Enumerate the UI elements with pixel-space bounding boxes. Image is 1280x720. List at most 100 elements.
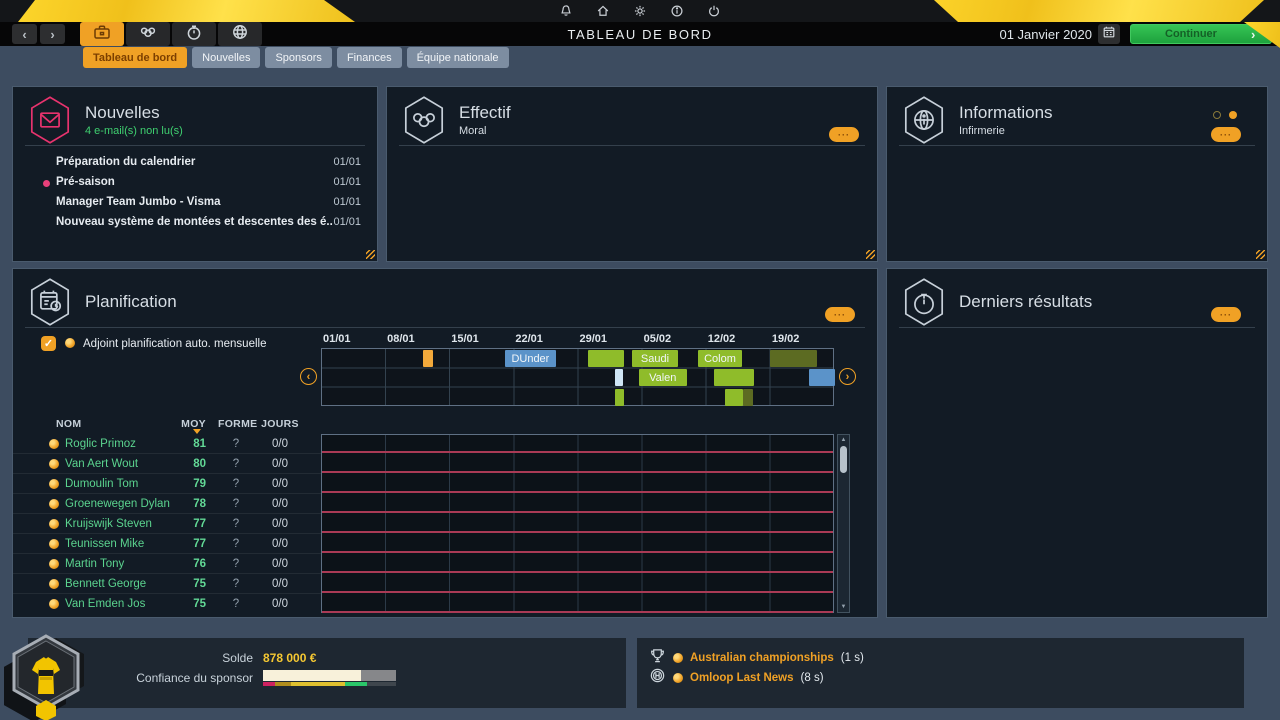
calendar-button[interactable] bbox=[1098, 24, 1120, 44]
squad-hex-icon bbox=[401, 95, 447, 145]
rider-gantt-row[interactable] bbox=[322, 573, 833, 593]
news-item[interactable]: Préparation du calendrier 01/01 bbox=[13, 153, 377, 173]
rider-gantt-row[interactable] bbox=[322, 593, 833, 613]
continue-button[interactable]: Continuer › bbox=[1130, 24, 1272, 44]
scroll-down-icon[interactable]: ▼ bbox=[840, 604, 847, 610]
timeline-bar[interactable] bbox=[587, 350, 625, 367]
rider-moy: 77 bbox=[193, 518, 206, 530]
forward-button[interactable]: › bbox=[40, 24, 65, 44]
rider-name[interactable]: Dumoulin Tom bbox=[65, 478, 139, 490]
rider-row[interactable]: Martin Tony 76? 0/0 bbox=[13, 554, 321, 574]
col-header-nom[interactable]: NOM bbox=[56, 418, 82, 430]
news-item[interactable]: Nouveau système de montées et descentes … bbox=[13, 213, 377, 233]
scroll-up-icon[interactable]: ▲ bbox=[840, 437, 847, 443]
scrollbar-thumb[interactable] bbox=[840, 446, 847, 473]
page-dot[interactable] bbox=[1213, 111, 1221, 119]
rider-row[interactable]: Teunissen Mike 77? 0/0 bbox=[13, 534, 321, 554]
news-item[interactable]: Pré-saison 01/01 bbox=[13, 173, 377, 193]
notification-australian-championships[interactable]: Australian championships (1 s) bbox=[649, 649, 864, 667]
timeline-bar[interactable] bbox=[769, 350, 817, 367]
rider-coin-icon bbox=[49, 539, 59, 549]
timeline-bar-valen[interactable]: Valen bbox=[638, 369, 687, 387]
rider-gantt-row[interactable] bbox=[322, 553, 833, 573]
rider-name[interactable]: Martin Tony bbox=[65, 558, 125, 570]
gauge-segment bbox=[345, 682, 367, 686]
timeline-bar[interactable] bbox=[422, 350, 433, 367]
bell-icon[interactable] bbox=[559, 4, 574, 19]
rider-name[interactable]: Groenewegen Dylan bbox=[65, 498, 170, 510]
timeline-bar-colom[interactable]: Colom bbox=[697, 350, 743, 367]
subtab-sponsors[interactable]: Sponsors bbox=[265, 47, 332, 68]
more-button[interactable]: ··· bbox=[1211, 127, 1241, 142]
info-icon[interactable] bbox=[670, 4, 685, 19]
more-button[interactable]: ··· bbox=[825, 307, 855, 322]
rider-row[interactable]: Roglic Primoz 81? 0/0 bbox=[13, 434, 321, 454]
timeline-bar-saudi[interactable]: Saudi bbox=[631, 350, 679, 367]
subtab-finances[interactable]: Finances bbox=[336, 47, 402, 68]
back-button[interactable]: ‹ bbox=[12, 24, 37, 44]
rider-row[interactable]: Kruijswijk Steven 77? 0/0 bbox=[13, 514, 321, 534]
power-icon[interactable] bbox=[707, 4, 722, 19]
timeline-bar[interactable] bbox=[615, 388, 625, 406]
timeline-prev-button[interactable]: ‹ bbox=[300, 368, 317, 385]
rider-row[interactable]: Groenewegen Dylan 78? 0/0 bbox=[13, 494, 321, 514]
page-dot-active[interactable] bbox=[1229, 111, 1237, 119]
divider bbox=[899, 327, 1255, 328]
rider-gantt-row[interactable] bbox=[322, 473, 833, 493]
resize-handle[interactable] bbox=[1256, 250, 1265, 259]
rider-gantt-row[interactable] bbox=[322, 453, 833, 473]
rider-forme: ? bbox=[232, 498, 240, 510]
news-item[interactable]: Manager Team Jumbo - Visma 01/01 bbox=[13, 193, 377, 213]
rider-row[interactable]: Van Emden Jos 75? 0/0 bbox=[13, 594, 321, 613]
nav-tab-world[interactable] bbox=[218, 22, 262, 46]
gear-icon[interactable] bbox=[633, 4, 648, 19]
panel-subtitle: Infirmerie bbox=[959, 125, 1005, 137]
rider-name[interactable]: Van Emden Jos bbox=[65, 598, 146, 610]
col-header-moy[interactable]: MOY bbox=[181, 418, 206, 430]
rider-gantt-row[interactable] bbox=[322, 435, 833, 453]
rider-row[interactable]: Dumoulin Tom 79? 0/0 bbox=[13, 474, 321, 494]
timeline-dates: 01/01 08/01 15/01 22/01 29/01 05/02 12/02 19/02 bbox=[321, 333, 841, 346]
resize-handle[interactable] bbox=[866, 250, 875, 259]
subtab-nouvelles[interactable]: Nouvelles bbox=[192, 47, 261, 68]
timeline-bar[interactable] bbox=[809, 369, 835, 387]
news-item-label: Manager Team Jumbo - Visma bbox=[56, 196, 221, 208]
more-button[interactable]: ··· bbox=[829, 127, 859, 142]
timeline-bar-dunder[interactable]: DUnder bbox=[505, 350, 556, 367]
timeline-bar[interactable] bbox=[725, 388, 744, 406]
resize-handle[interactable] bbox=[366, 250, 375, 259]
home-icon[interactable] bbox=[596, 4, 611, 19]
auto-planning-checkbox[interactable]: ✓ bbox=[41, 336, 56, 351]
timeline-bar[interactable] bbox=[615, 369, 624, 387]
rider-name[interactable]: Roglic Primoz bbox=[65, 438, 136, 450]
subtab-equipe-nationale[interactable]: Équipe nationale bbox=[406, 47, 509, 68]
gauge-segment bbox=[274, 682, 291, 686]
rider-name[interactable]: Van Aert Wout bbox=[65, 458, 139, 470]
rider-gantt-row[interactable] bbox=[322, 513, 833, 533]
rider-gantt-row[interactable] bbox=[322, 493, 833, 513]
more-button[interactable]: ··· bbox=[1211, 307, 1241, 322]
timeline-bar[interactable] bbox=[743, 388, 754, 406]
rider-name[interactable]: Teunissen Mike bbox=[65, 538, 145, 550]
rider-scrollbar[interactable]: ▲ ▼ bbox=[837, 434, 850, 613]
notification-omloop-last-news[interactable]: Omloop Last News (8 s) bbox=[649, 668, 824, 687]
col-header-forme[interactable]: FORME bbox=[218, 418, 258, 430]
chevron-left-icon: ‹ bbox=[306, 370, 311, 383]
rider-row[interactable]: Bennett George 75? 0/0 bbox=[13, 574, 321, 594]
timeline-next-button[interactable]: › bbox=[839, 368, 856, 385]
nav-tab-team-management[interactable] bbox=[80, 22, 124, 46]
nav-tab-riders[interactable] bbox=[126, 22, 170, 46]
timeline-bar[interactable] bbox=[714, 369, 755, 387]
rider-forme: ? bbox=[232, 518, 240, 530]
rider-gantt-row[interactable] bbox=[322, 533, 833, 553]
notification-label[interactable]: Australian championships bbox=[690, 652, 834, 664]
timeline-date-label: 01/01 bbox=[323, 333, 351, 345]
rider-name[interactable]: Kruijswijk Steven bbox=[65, 518, 152, 530]
rider-name[interactable]: Bennett George bbox=[65, 578, 147, 590]
rider-row[interactable]: Van Aert Wout 80? 0/0 bbox=[13, 454, 321, 474]
team-logo[interactable] bbox=[2, 632, 88, 720]
notification-label[interactable]: Omloop Last News bbox=[690, 672, 794, 684]
nav-tab-training[interactable] bbox=[172, 22, 216, 46]
subtab-tableau-de-bord[interactable]: Tableau de bord bbox=[83, 47, 188, 68]
col-header-jours[interactable]: JOURS bbox=[261, 418, 299, 430]
